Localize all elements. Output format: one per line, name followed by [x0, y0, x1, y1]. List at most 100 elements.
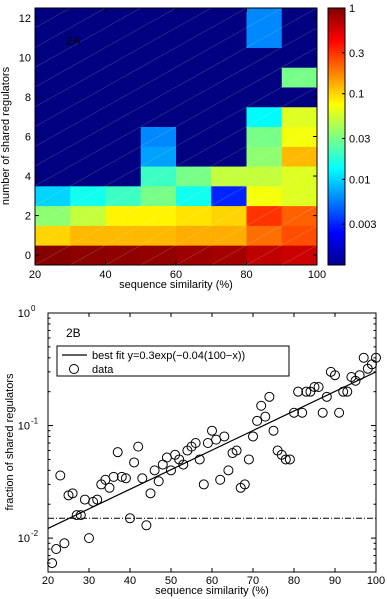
- heatmap-hatch-overlay: [34, 7, 318, 266]
- scatter-x-ticks: 20 30 40 50 60 70 80 90 100: [42, 313, 385, 587]
- heatmap-hatch-line: [175, 106, 212, 127]
- heatmap-hatch-line: [105, 7, 141, 29]
- heatmap-cell: [105, 8, 142, 29]
- heatmap-hatch-line: [246, 146, 282, 167]
- colorbar-tick-label: 0.03: [349, 133, 370, 145]
- scatter-point: [79, 494, 90, 505]
- heatmap-hatch-line: [281, 27, 318, 48]
- heatmap-cell: [70, 146, 106, 167]
- legend-fit-label: best fit y=0.3exp(−0.04(100−x)): [92, 350, 245, 362]
- heatmap-cell: [246, 27, 283, 48]
- scatter-point: [137, 473, 148, 484]
- scatter-point: [166, 465, 176, 476]
- heatmap-cell: [211, 47, 247, 68]
- heatmap-y-tick-label: 8: [25, 92, 31, 104]
- heatmap-hatch-line: [246, 126, 282, 147]
- heatmap-hatch-line: [281, 7, 318, 29]
- heatmap-cell: [281, 245, 318, 266]
- heatmap-cell: [176, 245, 212, 266]
- heatmap-cell: [70, 67, 106, 88]
- heatmap-x-label: sequence similarity (%): [119, 279, 233, 291]
- heatmap-cell: [70, 225, 106, 246]
- heatmap-cell: [246, 8, 283, 29]
- heatmap-hatch-line: [281, 67, 318, 88]
- heatmap-hatch-line: [105, 27, 141, 48]
- heatmap-hatch-line: [281, 126, 318, 147]
- scatter-point: [243, 454, 254, 465]
- heatmap-hatch-line: [281, 47, 318, 68]
- scatter-point: [153, 476, 164, 487]
- heatmap-cell: [70, 185, 106, 207]
- heatmap-cell: [35, 47, 71, 68]
- heatmap-cell: [211, 185, 247, 207]
- heatmap-cell: [105, 245, 142, 266]
- heatmap-hatch-line: [175, 165, 212, 187]
- heatmap-hatch-line: [246, 27, 282, 48]
- scatter-point: [120, 473, 131, 484]
- heatmap-hatch-line: [175, 185, 212, 206]
- heatmap-hatch-line: [246, 165, 282, 187]
- scatter-point: [321, 391, 332, 402]
- heatmap-hatch-line: [70, 106, 106, 127]
- scatter-point: [260, 411, 271, 422]
- scatter-point: [116, 471, 127, 482]
- heatmap-hatch-line: [34, 165, 71, 187]
- heatmap-hatch-line: [246, 225, 282, 246]
- heatmap-cell: [105, 146, 142, 167]
- heatmap-cell: [35, 27, 71, 48]
- scatter-point: [47, 558, 58, 569]
- heatmap-cell: [211, 87, 247, 108]
- heatmap-cell: [176, 27, 212, 48]
- heatmap-hatch-line: [281, 244, 318, 266]
- heatmap-cell: [246, 67, 283, 88]
- scatter-point: [293, 386, 304, 397]
- scatter-point: [194, 454, 205, 465]
- heatmap-cell: [211, 166, 247, 187]
- scatter-point: [145, 488, 156, 499]
- colorbar-tick-label: 0.01: [349, 174, 370, 186]
- heatmap-hatch-line: [105, 86, 141, 108]
- heatmap-cell: [105, 205, 142, 226]
- heatmap-hatch-line: [70, 126, 106, 147]
- heatmap-cell: [70, 87, 106, 108]
- scatter-y-label: fraction of shared regulators: [4, 373, 16, 510]
- heatmap-x-ticks: 20 40 60 80 100: [29, 8, 326, 281]
- heatmap-cell: [211, 67, 247, 88]
- heatmap-cell: [70, 27, 106, 48]
- heatmap-hatch-line: [34, 106, 71, 127]
- heatmap-cell: [140, 185, 177, 207]
- heatmap-cell: [246, 87, 283, 108]
- heatmap-cell: [105, 126, 142, 147]
- heatmap-hatch-line: [70, 27, 106, 48]
- scatter-y-tick-label: 10: [18, 421, 30, 433]
- heatmap-cell: [105, 185, 142, 207]
- legend-box: [56, 345, 290, 377]
- scatter-point: [149, 465, 160, 476]
- scatter-point: [71, 510, 82, 521]
- heatmap-cell: [70, 126, 106, 147]
- scatter-point: [334, 407, 345, 418]
- heatmap-y-tick-label: 0: [25, 250, 31, 262]
- scatter-point: [104, 482, 115, 493]
- heatmap-cell: [211, 205, 247, 226]
- heatmap-hatch-line: [105, 146, 141, 167]
- heatmap-cell: [140, 27, 177, 48]
- scatter-point: [297, 407, 308, 418]
- heatmap-hatch-line: [211, 126, 247, 147]
- heatmap-hatch-line: [34, 225, 71, 246]
- scatter-panel-label: 2B: [66, 326, 81, 340]
- heatmap-hatch-line: [70, 205, 106, 226]
- scatter-point: [59, 538, 70, 549]
- heatmap-cell: [211, 146, 247, 167]
- scatter-point: [198, 479, 209, 490]
- scatter-legend: best fit y=0.3exp(−0.04(100−x)) data: [56, 345, 290, 377]
- scatter-point: [284, 454, 295, 465]
- heatmap-cell: [211, 27, 247, 48]
- heatmap-y-label: number of shared regulators: [0, 66, 12, 205]
- heatmap-cell: [176, 146, 212, 167]
- heatmap-cell: [211, 225, 247, 246]
- heatmap-cell: [246, 47, 283, 68]
- heatmap-hatch-line: [70, 47, 106, 68]
- scatter-point: [248, 431, 258, 442]
